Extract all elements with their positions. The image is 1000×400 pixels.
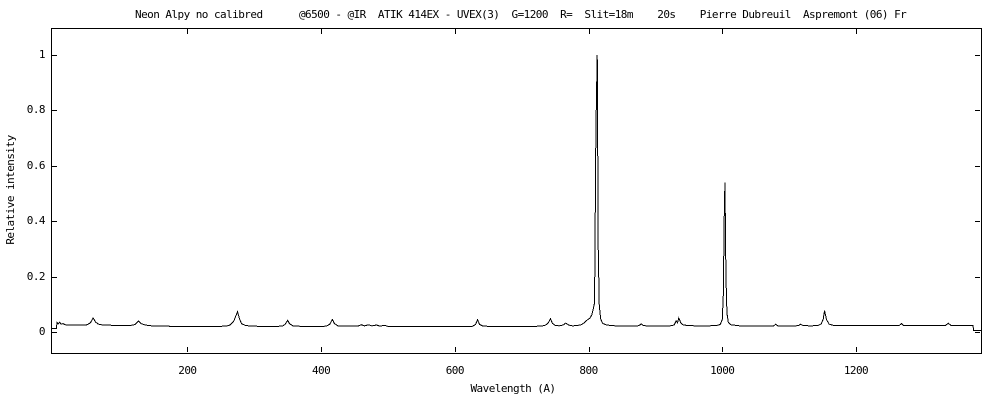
plot-border <box>51 28 982 354</box>
x-tick-label: 200 <box>178 364 197 377</box>
y-tick-label: 0 <box>38 324 46 338</box>
y-tick-label: 1 <box>38 47 46 61</box>
chart-title: Neon Alpy no calibred @6500 - @IR ATIK 4… <box>135 8 907 21</box>
axis-ticks <box>52 29 980 352</box>
x-tick-label: 1200 <box>843 364 869 377</box>
y-tick-label: 0.8 <box>26 103 46 117</box>
x-axis-title: Wavelength (A) <box>470 382 556 395</box>
x-tick-label: 400 <box>311 364 331 377</box>
y-tick-label: 0.2 <box>26 269 46 283</box>
y-tick-label: 0.4 <box>26 214 46 228</box>
neon-arc-spectrum-trace <box>51 54 981 331</box>
x-tick-label: 800 <box>579 364 598 377</box>
x-tick-label: 600 <box>445 364 465 377</box>
y-tick-label: 0.6 <box>26 158 46 172</box>
x-tick-label: 1000 <box>710 364 735 377</box>
